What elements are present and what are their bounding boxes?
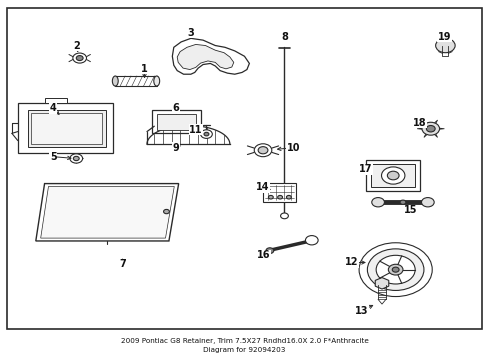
Text: Diagram for 92094203: Diagram for 92094203: [203, 347, 285, 354]
Polygon shape: [416, 127, 427, 130]
Polygon shape: [152, 110, 200, 134]
Circle shape: [76, 55, 83, 60]
Circle shape: [391, 267, 398, 272]
Circle shape: [421, 122, 439, 135]
Circle shape: [399, 200, 405, 204]
Circle shape: [386, 171, 398, 180]
Polygon shape: [157, 114, 195, 130]
Circle shape: [268, 195, 273, 199]
Polygon shape: [172, 39, 249, 74]
Circle shape: [70, 154, 82, 163]
Circle shape: [280, 213, 288, 219]
Text: 18: 18: [412, 118, 426, 128]
Polygon shape: [31, 113, 102, 144]
Circle shape: [73, 53, 86, 63]
Text: 10: 10: [286, 143, 300, 153]
Ellipse shape: [154, 76, 159, 86]
Circle shape: [358, 243, 431, 297]
Circle shape: [203, 132, 208, 136]
Text: 8: 8: [281, 32, 287, 41]
Polygon shape: [366, 160, 419, 191]
Polygon shape: [115, 76, 157, 86]
Circle shape: [73, 156, 79, 161]
Circle shape: [387, 264, 402, 275]
Circle shape: [200, 130, 212, 138]
Polygon shape: [18, 103, 113, 153]
Ellipse shape: [112, 76, 118, 86]
Polygon shape: [430, 120, 437, 127]
Text: 7: 7: [119, 259, 126, 269]
Circle shape: [421, 198, 433, 207]
Text: 2009 Pontiac G8 Retainer, Trim 7.5X27 Rndhd16.0X 2.0 F*Anthracite: 2009 Pontiac G8 Retainer, Trim 7.5X27 Rn…: [121, 338, 367, 344]
Circle shape: [258, 147, 267, 154]
Circle shape: [286, 195, 291, 199]
Polygon shape: [36, 184, 178, 241]
Text: 11: 11: [188, 125, 202, 135]
Text: 19: 19: [437, 32, 450, 41]
Circle shape: [371, 198, 384, 207]
Polygon shape: [44, 98, 66, 103]
Circle shape: [265, 248, 273, 253]
Polygon shape: [423, 120, 429, 127]
Text: 16: 16: [257, 250, 270, 260]
Text: 4: 4: [50, 103, 57, 113]
Polygon shape: [263, 183, 296, 202]
Polygon shape: [41, 186, 174, 238]
Text: 3: 3: [187, 28, 194, 38]
Text: 6: 6: [172, 103, 179, 113]
Circle shape: [381, 167, 404, 184]
Polygon shape: [430, 130, 437, 138]
Polygon shape: [370, 164, 414, 187]
Text: 9: 9: [172, 143, 179, 153]
Polygon shape: [177, 44, 233, 69]
Polygon shape: [433, 127, 444, 130]
Text: 12: 12: [345, 257, 358, 267]
Text: 17: 17: [358, 164, 371, 174]
Text: 2: 2: [73, 41, 80, 50]
Circle shape: [277, 195, 282, 199]
Text: 14: 14: [256, 182, 269, 192]
Circle shape: [305, 235, 318, 245]
Circle shape: [254, 144, 271, 157]
Text: 15: 15: [403, 206, 416, 216]
Circle shape: [366, 249, 423, 291]
Circle shape: [375, 255, 414, 284]
Circle shape: [426, 126, 434, 132]
Polygon shape: [374, 278, 388, 289]
Text: 13: 13: [354, 306, 367, 316]
Polygon shape: [423, 130, 429, 138]
Text: 1: 1: [141, 64, 147, 74]
Polygon shape: [27, 110, 105, 147]
Circle shape: [163, 210, 169, 214]
Text: 5: 5: [50, 152, 57, 162]
Circle shape: [435, 39, 454, 53]
